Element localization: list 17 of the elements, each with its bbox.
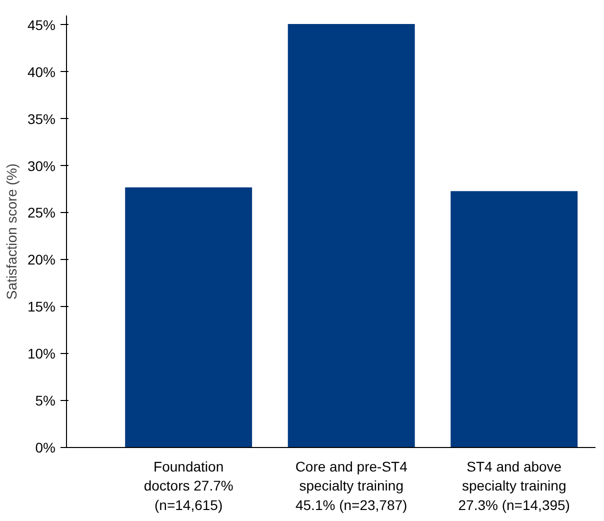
y-tick-label: 5% (35, 392, 56, 409)
y-axis-title: Satisfaction score (%) (3, 163, 20, 300)
y-tick-label: 40% (27, 64, 56, 80)
y-tick-label: 20% (27, 252, 56, 268)
y-tick-label: 25% (27, 204, 56, 221)
x-tick-label: Core and pre-ST4 specialty training 45.1% (n=23,787) (295, 458, 408, 513)
bar (125, 187, 252, 448)
bar (288, 24, 415, 448)
y-tick-label: 0% (35, 440, 56, 456)
x-tick-label: ST4 and above specialty training 27.3% (n=14,395) (458, 458, 570, 513)
y-tick-label: 35% (27, 110, 56, 127)
y-tick-label: 45% (27, 16, 56, 33)
y-tick-label: 10% (27, 346, 56, 362)
y-tick-label: 15% (27, 298, 56, 315)
x-tick-label: Foundation doctors 27.7% (n=14,615) (144, 458, 234, 513)
bar (450, 191, 578, 448)
y-tick-label: 30% (27, 158, 56, 174)
